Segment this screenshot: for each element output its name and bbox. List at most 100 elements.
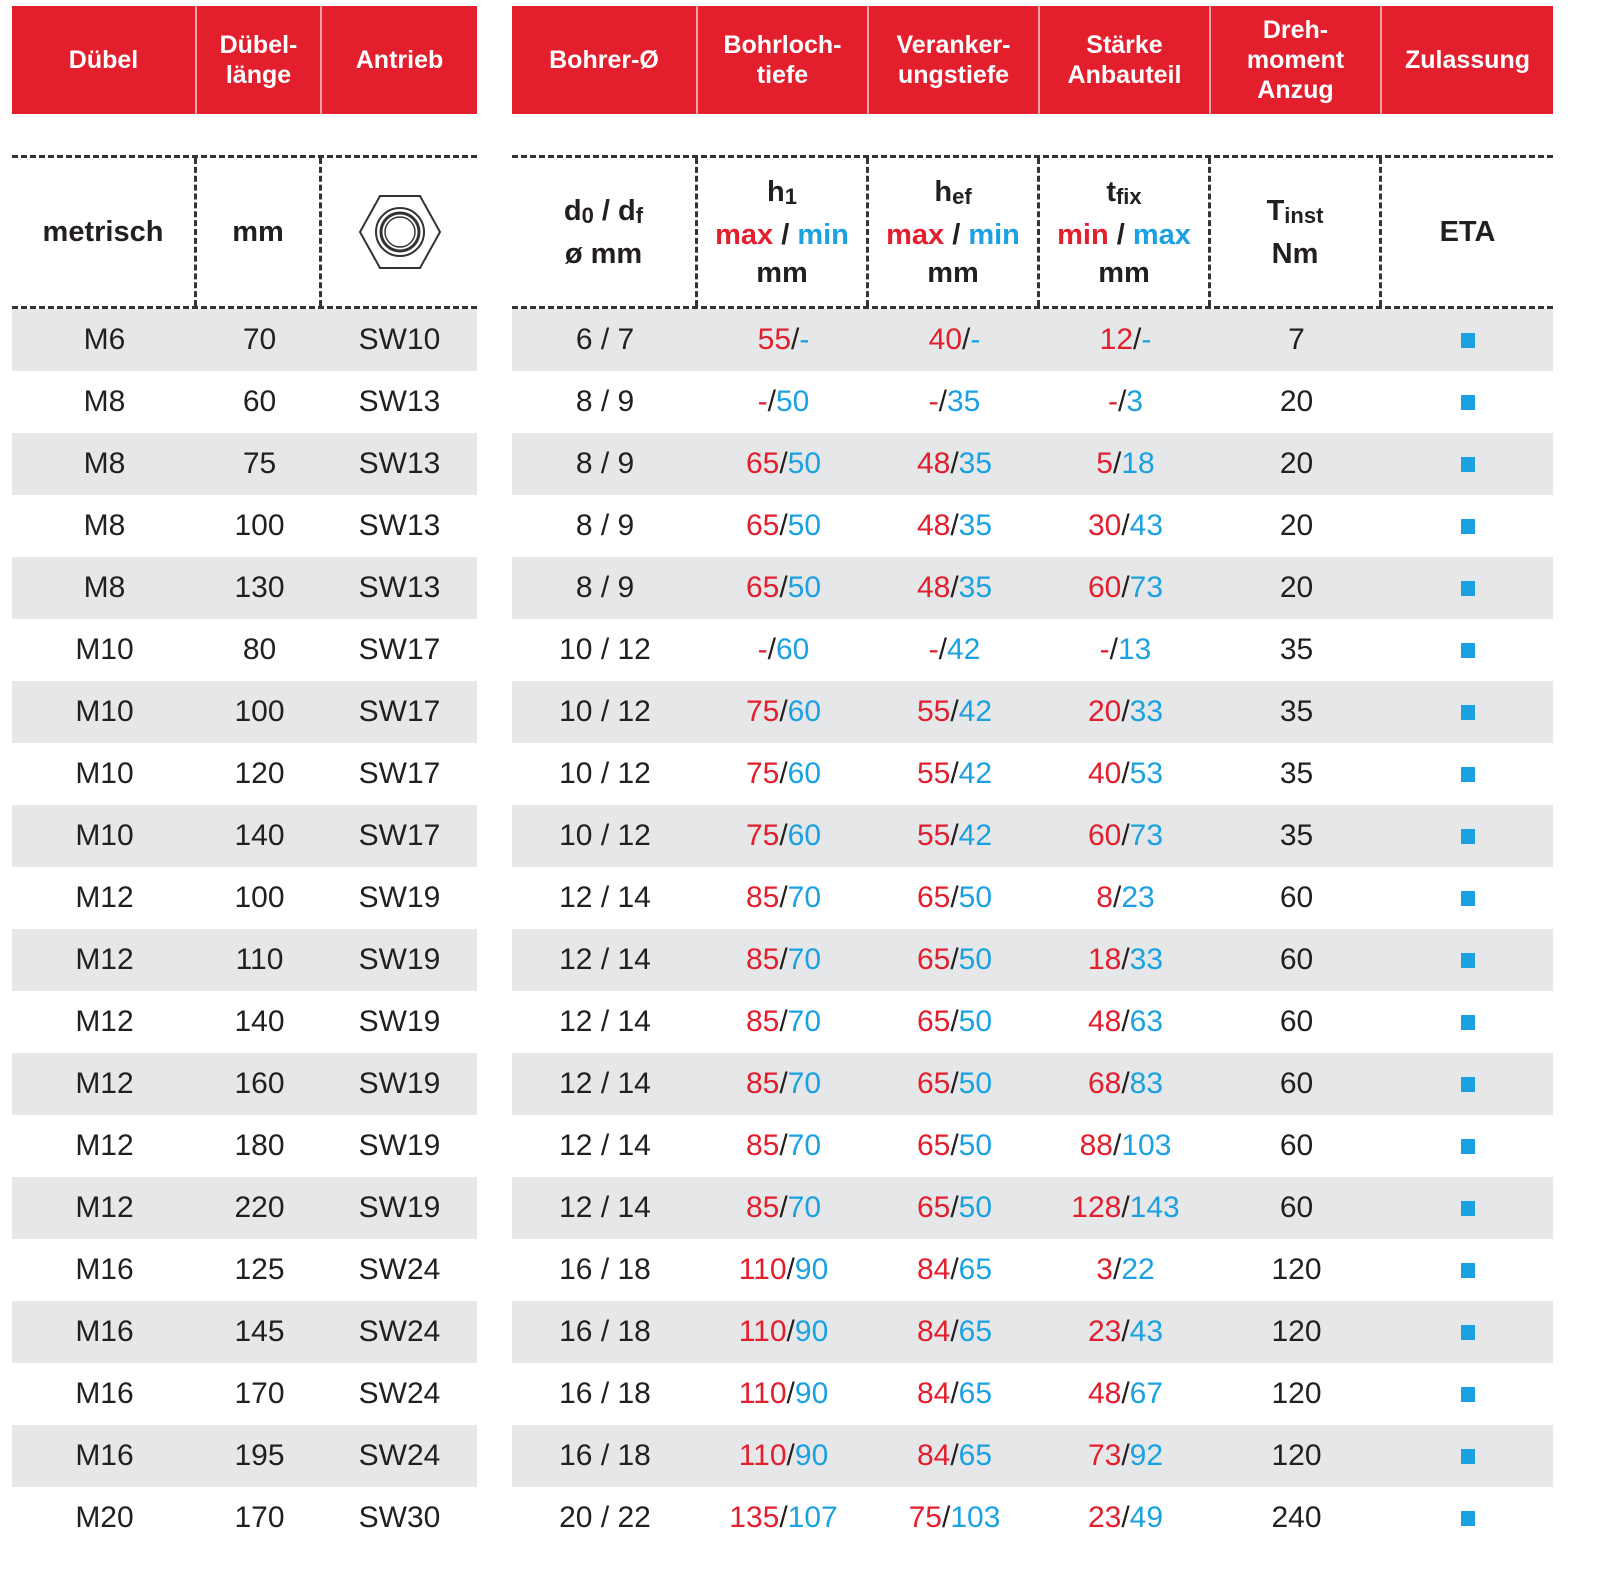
value-red: 65 bbox=[916, 1191, 951, 1224]
value-blue: 49 bbox=[1129, 1501, 1164, 1534]
separator: / bbox=[779, 509, 788, 542]
value-blue: 33 bbox=[1129, 943, 1164, 976]
value-blue: 22 bbox=[1121, 1253, 1155, 1286]
separator: / bbox=[1121, 1439, 1130, 1472]
cell-length: 100 bbox=[234, 881, 285, 914]
symbol: T bbox=[1266, 194, 1285, 227]
cell-drive: SW19 bbox=[358, 1129, 441, 1162]
separator: / bbox=[950, 1253, 959, 1286]
value-blue: 103 bbox=[950, 1501, 1001, 1534]
cell-drill: 10 / 12 bbox=[559, 633, 651, 666]
table-row: M12 160 SW19 bbox=[12, 1053, 477, 1115]
dowel-table-right: Bohrer-Ø Bohrloch- tiefe Veranker- ungst… bbox=[512, 6, 1553, 1549]
separator: / bbox=[1133, 323, 1142, 356]
separator: / bbox=[779, 1005, 788, 1038]
separator: / bbox=[786, 1253, 795, 1286]
value-blue: 92 bbox=[1129, 1439, 1164, 1472]
value-red: - bbox=[928, 633, 939, 666]
cell-tfix: 23 / 49 bbox=[1040, 1487, 1211, 1549]
value-red: 85 bbox=[745, 943, 780, 976]
eta-approved-square-icon bbox=[1460, 1386, 1475, 1402]
cell-h1: 65 / 50 bbox=[698, 495, 869, 557]
value-blue: 50 bbox=[958, 1191, 993, 1224]
value-red: - bbox=[1099, 633, 1110, 666]
cell-drill: 12 / 14 bbox=[559, 1005, 651, 1038]
cell-torque: 60 bbox=[1279, 1191, 1314, 1224]
cell-drive: SW17 bbox=[358, 633, 441, 666]
sep: / bbox=[944, 218, 969, 251]
symbol-sub: inst bbox=[1284, 202, 1324, 228]
cell-hef: 55 / 42 bbox=[869, 681, 1040, 743]
separator: / bbox=[1121, 943, 1130, 976]
value-red: 85 bbox=[745, 1067, 780, 1100]
cell-tfix: 12 / - bbox=[1040, 309, 1211, 371]
separator: / bbox=[1121, 695, 1130, 728]
cell-metric: M10 bbox=[75, 633, 134, 666]
cell-drive: SW30 bbox=[358, 1501, 441, 1534]
cell-metric: M6 bbox=[83, 323, 126, 356]
value-red: 75 bbox=[745, 757, 780, 790]
cell-torque: 20 bbox=[1279, 385, 1314, 418]
header-row-right: Bohrer-Ø Bohrloch- tiefe Veranker- ungst… bbox=[512, 6, 1553, 114]
cell-drive: SW13 bbox=[358, 385, 441, 418]
table-row: 8 / 9- / 50- / 35- / 3 20 bbox=[512, 371, 1553, 433]
cell-torque: 120 bbox=[1271, 1315, 1322, 1348]
separator: / bbox=[1117, 385, 1127, 418]
cell-drive: SW24 bbox=[358, 1439, 441, 1472]
value-blue: 70 bbox=[787, 1067, 822, 1100]
value-blue: 90 bbox=[794, 1253, 829, 1286]
subheader-row-right: d0 / df ø mm h1 max / min mm hef max / m… bbox=[512, 155, 1553, 309]
value-blue: 35 bbox=[958, 509, 993, 542]
min-label: min bbox=[968, 218, 1020, 251]
cell-metric: M8 bbox=[83, 385, 126, 418]
cell-eta bbox=[1382, 929, 1553, 991]
cell-drill: 10 / 12 bbox=[559, 757, 651, 790]
cell-metric: M8 bbox=[83, 571, 126, 604]
cell-drive: SW19 bbox=[358, 881, 441, 914]
cell-metric: M10 bbox=[75, 819, 134, 852]
cell-h1: - / 60 bbox=[698, 619, 869, 681]
table-row: 10 / 12 75 / 60 55 / 42 60 / 73 35 bbox=[512, 805, 1553, 867]
symbol-sub: ef bbox=[952, 183, 972, 209]
cell-eta bbox=[1382, 867, 1553, 929]
cell-drill: 8 / 9 bbox=[575, 571, 635, 604]
value-red: 40 bbox=[928, 323, 963, 356]
cell-hef: 65 / 50 bbox=[869, 1115, 1040, 1177]
separator: / bbox=[938, 385, 947, 418]
table-row: 12 / 14 85 / 70 65 / 50 18 / 33 60 bbox=[512, 929, 1553, 991]
table-row: 12 / 14 85 / 70 65 / 50 68 / 83 60 bbox=[512, 1053, 1553, 1115]
table-row: 12 / 14 85 / 70 65 / 50 48 / 63 60 bbox=[512, 991, 1553, 1053]
value-red: 84 bbox=[916, 1377, 951, 1410]
value-red: 68 bbox=[1087, 1067, 1122, 1100]
cell-hef: 55 / 42 bbox=[869, 805, 1040, 867]
cell-torque: 35 bbox=[1279, 819, 1314, 852]
cell-hef: - / 42 bbox=[869, 619, 1040, 681]
cell-tfix: 20 / 33 bbox=[1040, 681, 1211, 743]
min-label: min bbox=[797, 218, 849, 251]
sep: / bbox=[593, 194, 619, 227]
table-row: 12 / 14 85 / 70 65 / 50 88 / 103 60 bbox=[512, 1115, 1553, 1177]
cell-tfix: - / 13 bbox=[1040, 619, 1211, 681]
cell-drill: 10 / 12 bbox=[559, 695, 651, 728]
unit: mm bbox=[756, 256, 808, 289]
separator: / bbox=[962, 323, 971, 356]
cell-length: 140 bbox=[234, 1005, 285, 1038]
value-red: 55 bbox=[916, 819, 951, 852]
rows-left: M6 70 SW10 M8 60 SW13 M8 75 SW13 M8 100 SW13 M8 130 SW… bbox=[12, 309, 477, 1549]
sub-metrisch: metrisch bbox=[12, 158, 197, 306]
table-row: M8 130 SW13 bbox=[12, 557, 477, 619]
table-row: 20 / 22 135 / 107 75 / 103 23 / 49 240 bbox=[512, 1487, 1553, 1549]
separator: / bbox=[1121, 1067, 1130, 1100]
separator: / bbox=[1121, 1501, 1130, 1534]
cell-tfix: 128 / 143 bbox=[1040, 1177, 1211, 1239]
value-red: 48 bbox=[916, 509, 951, 542]
separator: / bbox=[779, 1129, 788, 1162]
header-duebellaenge: Dübel- länge bbox=[197, 6, 322, 114]
cell-tfix: 60 / 73 bbox=[1040, 557, 1211, 619]
value-blue: 50 bbox=[775, 385, 810, 418]
max-label: max bbox=[1132, 218, 1191, 251]
cell-eta bbox=[1382, 681, 1553, 743]
cell-drive: SW17 bbox=[358, 695, 441, 728]
value-blue: - bbox=[970, 323, 981, 356]
separator: / bbox=[1121, 819, 1130, 852]
